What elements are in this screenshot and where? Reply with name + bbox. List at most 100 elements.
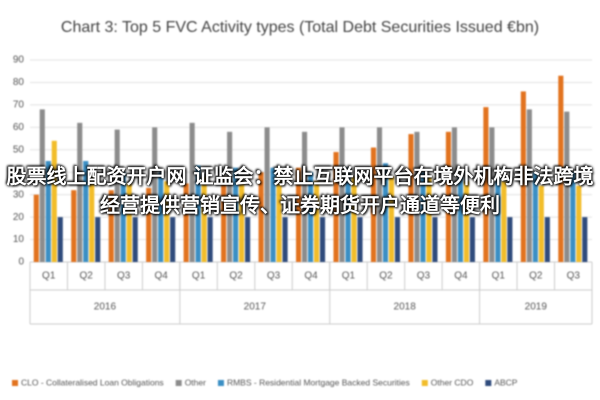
group-label: 2017 xyxy=(244,302,267,313)
bar xyxy=(408,134,414,262)
group-label: 2019 xyxy=(525,302,548,313)
bar xyxy=(582,217,588,262)
bar xyxy=(432,217,438,262)
bar xyxy=(258,172,264,262)
bar xyxy=(526,109,532,262)
bar xyxy=(345,167,351,262)
bar xyxy=(339,127,345,262)
bar xyxy=(71,190,77,262)
bar xyxy=(507,217,513,262)
x-tick-label: Q3 xyxy=(567,271,581,282)
bar xyxy=(39,109,45,262)
x-tick-label: Q1 xyxy=(42,271,56,282)
bar xyxy=(544,217,550,262)
legend-label: Other xyxy=(185,377,206,387)
x-tick-label: Q2 xyxy=(80,271,94,282)
legend-swatch xyxy=(12,380,18,386)
bar xyxy=(463,181,469,262)
bar xyxy=(376,127,383,262)
bar xyxy=(414,131,420,262)
bar xyxy=(426,176,432,262)
x-tick-label: Q3 xyxy=(267,271,281,282)
bar xyxy=(201,176,207,262)
bar xyxy=(483,107,489,262)
bar xyxy=(302,131,308,262)
bar xyxy=(245,217,251,262)
x-tick-label: Q1 xyxy=(342,271,356,282)
bar xyxy=(221,176,227,262)
x-tick-label: Q2 xyxy=(379,271,393,282)
x-tick-label: Q4 xyxy=(304,271,318,282)
bar xyxy=(501,181,507,262)
bar xyxy=(469,217,475,262)
bar xyxy=(489,127,495,262)
y-tick-label: 10 xyxy=(13,234,25,245)
y-tick-label: 20 xyxy=(13,212,25,223)
bar xyxy=(576,185,582,262)
bar xyxy=(239,181,245,262)
x-tick-label: Q3 xyxy=(117,271,131,282)
bar xyxy=(207,217,213,262)
bar xyxy=(51,140,57,262)
bar xyxy=(308,172,314,262)
bar xyxy=(189,122,195,262)
bar xyxy=(195,165,201,262)
y-tick-label: 90 xyxy=(13,55,25,66)
bar xyxy=(146,187,152,262)
bar xyxy=(445,131,451,262)
bar xyxy=(126,183,132,262)
bar xyxy=(382,163,389,262)
bar xyxy=(233,167,239,262)
bar xyxy=(33,194,39,262)
x-tick-label: Q3 xyxy=(417,271,431,282)
legend-swatch xyxy=(485,380,492,386)
bar xyxy=(89,172,95,262)
bar xyxy=(83,161,89,262)
bar xyxy=(313,181,320,262)
bar xyxy=(183,183,189,262)
x-tick-label: Q2 xyxy=(229,271,243,282)
bar xyxy=(394,217,401,262)
bar xyxy=(564,111,570,262)
bar xyxy=(538,185,544,262)
y-tick-label: 40 xyxy=(13,167,25,178)
bar xyxy=(120,172,126,262)
legend-label: CLO - Collateralised Loan Obligations xyxy=(21,377,164,387)
bar xyxy=(357,217,363,262)
bar xyxy=(152,127,158,262)
bar xyxy=(457,176,463,262)
y-tick-label: 80 xyxy=(13,77,25,88)
bar xyxy=(270,167,276,262)
x-tick-label: Q2 xyxy=(529,271,543,282)
y-tick-label: 70 xyxy=(13,100,25,111)
x-tick-label: Q4 xyxy=(154,271,168,282)
legend-swatch xyxy=(217,380,224,386)
bar xyxy=(296,167,302,262)
bar xyxy=(388,176,395,262)
bar xyxy=(570,172,576,262)
group-label: 2016 xyxy=(94,302,117,313)
bar xyxy=(132,217,138,262)
bar xyxy=(77,122,83,262)
bar xyxy=(558,75,564,262)
bar xyxy=(164,181,170,262)
legend-label: Other CDO xyxy=(431,377,474,387)
group-label: 2018 xyxy=(394,302,417,313)
bar xyxy=(351,176,357,262)
bar xyxy=(319,217,326,262)
overlay-headline: 股票线上配资开户网 证监会：禁止互联网平台在境外机构非法跨境经营提供营销宣传、证… xyxy=(6,164,594,217)
bar xyxy=(520,91,526,262)
legend-label: RMBS - Residential Mortgage Backed Secur… xyxy=(227,377,410,387)
bar xyxy=(276,176,282,262)
bar xyxy=(420,172,426,262)
bar xyxy=(114,129,120,262)
bar xyxy=(170,217,176,262)
bar xyxy=(333,152,339,262)
bar xyxy=(57,217,63,262)
x-tick-label: Q1 xyxy=(492,271,506,282)
y-tick-label: 30 xyxy=(13,189,25,200)
bar xyxy=(451,127,457,262)
bar xyxy=(158,172,164,262)
x-tick-label: Q1 xyxy=(192,271,206,282)
